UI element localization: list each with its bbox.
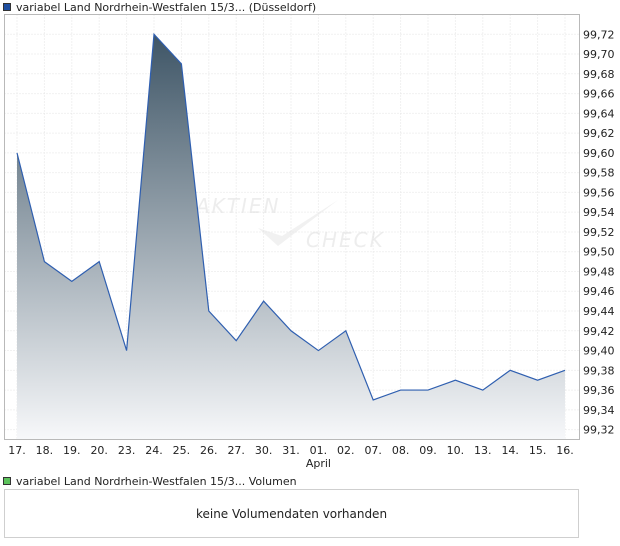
price-legend: variabel Land Nordrhein-Westfalen 15/3..… — [3, 0, 316, 14]
y-tick-label: 99,64 — [583, 107, 615, 120]
x-axis: 17. 18. 19. 20. 23. 24. 25. 26. 27. 30. 31. 01.Apri… — [8, 444, 574, 470]
plot-frame — [4, 14, 580, 440]
x-tick-label: 09. — [419, 444, 437, 457]
x-tick-label: 27. — [227, 444, 245, 457]
volume-legend-swatch — [3, 477, 11, 485]
x-tick-label: 16. — [556, 444, 574, 457]
y-tick-label: 99,36 — [583, 384, 615, 397]
x-tick-label: 19. — [63, 444, 81, 457]
volume-legend-label: variabel Land Nordrhein-Westfalen 15/3..… — [16, 474, 297, 488]
y-tick-label: 99,46 — [583, 285, 615, 298]
y-axis: 99,32 99,34 99,36 99,38 99,40 99,42 99,44 99,46… — [583, 28, 615, 436]
x-tick-label: 20. — [90, 444, 108, 457]
y-tick-label: 99,42 — [583, 325, 615, 338]
y-tick-label: 99,58 — [583, 167, 615, 180]
y-tick-label: 99,38 — [583, 364, 615, 377]
aktiencheck-watermark: AKTIEN CHECK — [194, 194, 385, 252]
x-tick-label: 17. — [8, 444, 26, 457]
x-month-label: April — [306, 457, 331, 470]
y-tick-label: 99,70 — [583, 48, 615, 61]
x-tick-label: 23. — [118, 444, 136, 457]
x-tick-label: 30. — [255, 444, 273, 457]
y-tick-label: 99,44 — [583, 305, 615, 318]
x-tick-label: 18. — [36, 444, 54, 457]
y-tick-label: 99,50 — [583, 246, 615, 259]
x-tick-label: 14. — [501, 444, 519, 457]
price-legend-swatch — [3, 3, 11, 11]
y-tick-label: 99,40 — [583, 345, 615, 358]
x-tick-label: 31. — [282, 444, 300, 457]
x-tick-label: 01. — [310, 444, 328, 457]
price-chart: AKTIEN CHECK 99,3299,3499,3699,3899,4099… — [4, 14, 615, 470]
x-tick-label: 26. — [200, 444, 218, 457]
volume-panel: keine Volumendaten vorhanden — [4, 489, 579, 538]
y-tick-label: 99,72 — [583, 28, 615, 41]
y-tick-label: 99,56 — [583, 186, 615, 199]
price-legend-label: variabel Land Nordrhein-Westfalen 15/3..… — [16, 0, 317, 14]
x-tick-label: 25. — [173, 444, 191, 457]
y-tick-label: 99,60 — [583, 147, 615, 160]
y-tick-label: 99,32 — [583, 424, 615, 437]
y-tick-label: 99,48 — [583, 265, 615, 278]
y-tick-label: 99,66 — [583, 88, 615, 101]
price-area — [17, 34, 565, 440]
x-tick-label: 15. — [529, 444, 547, 457]
x-tick-label: 13. — [474, 444, 492, 457]
x-tick-label: 10. — [447, 444, 465, 457]
y-tick-label: 99,52 — [583, 226, 615, 239]
x-tick-label: 02. — [337, 444, 355, 457]
volume-legend: variabel Land Nordrhein-Westfalen 15/3..… — [3, 474, 297, 488]
y-tick-label: 99,68 — [583, 68, 615, 81]
x-tick-label: 24. — [145, 444, 163, 457]
price-line — [16, 32, 566, 401]
y-tick-label: 99,54 — [583, 206, 615, 219]
y-tick-label: 99,34 — [583, 404, 615, 417]
y-tick-label: 99,62 — [583, 127, 615, 140]
x-tick-label: 07. — [364, 444, 382, 457]
x-tick-label: 08. — [392, 444, 410, 457]
watermark-line2: CHECK — [306, 228, 385, 252]
watermark-line1: AKTIEN — [194, 194, 281, 218]
volume-empty-message: keine Volumendaten vorhanden — [195, 506, 388, 521]
